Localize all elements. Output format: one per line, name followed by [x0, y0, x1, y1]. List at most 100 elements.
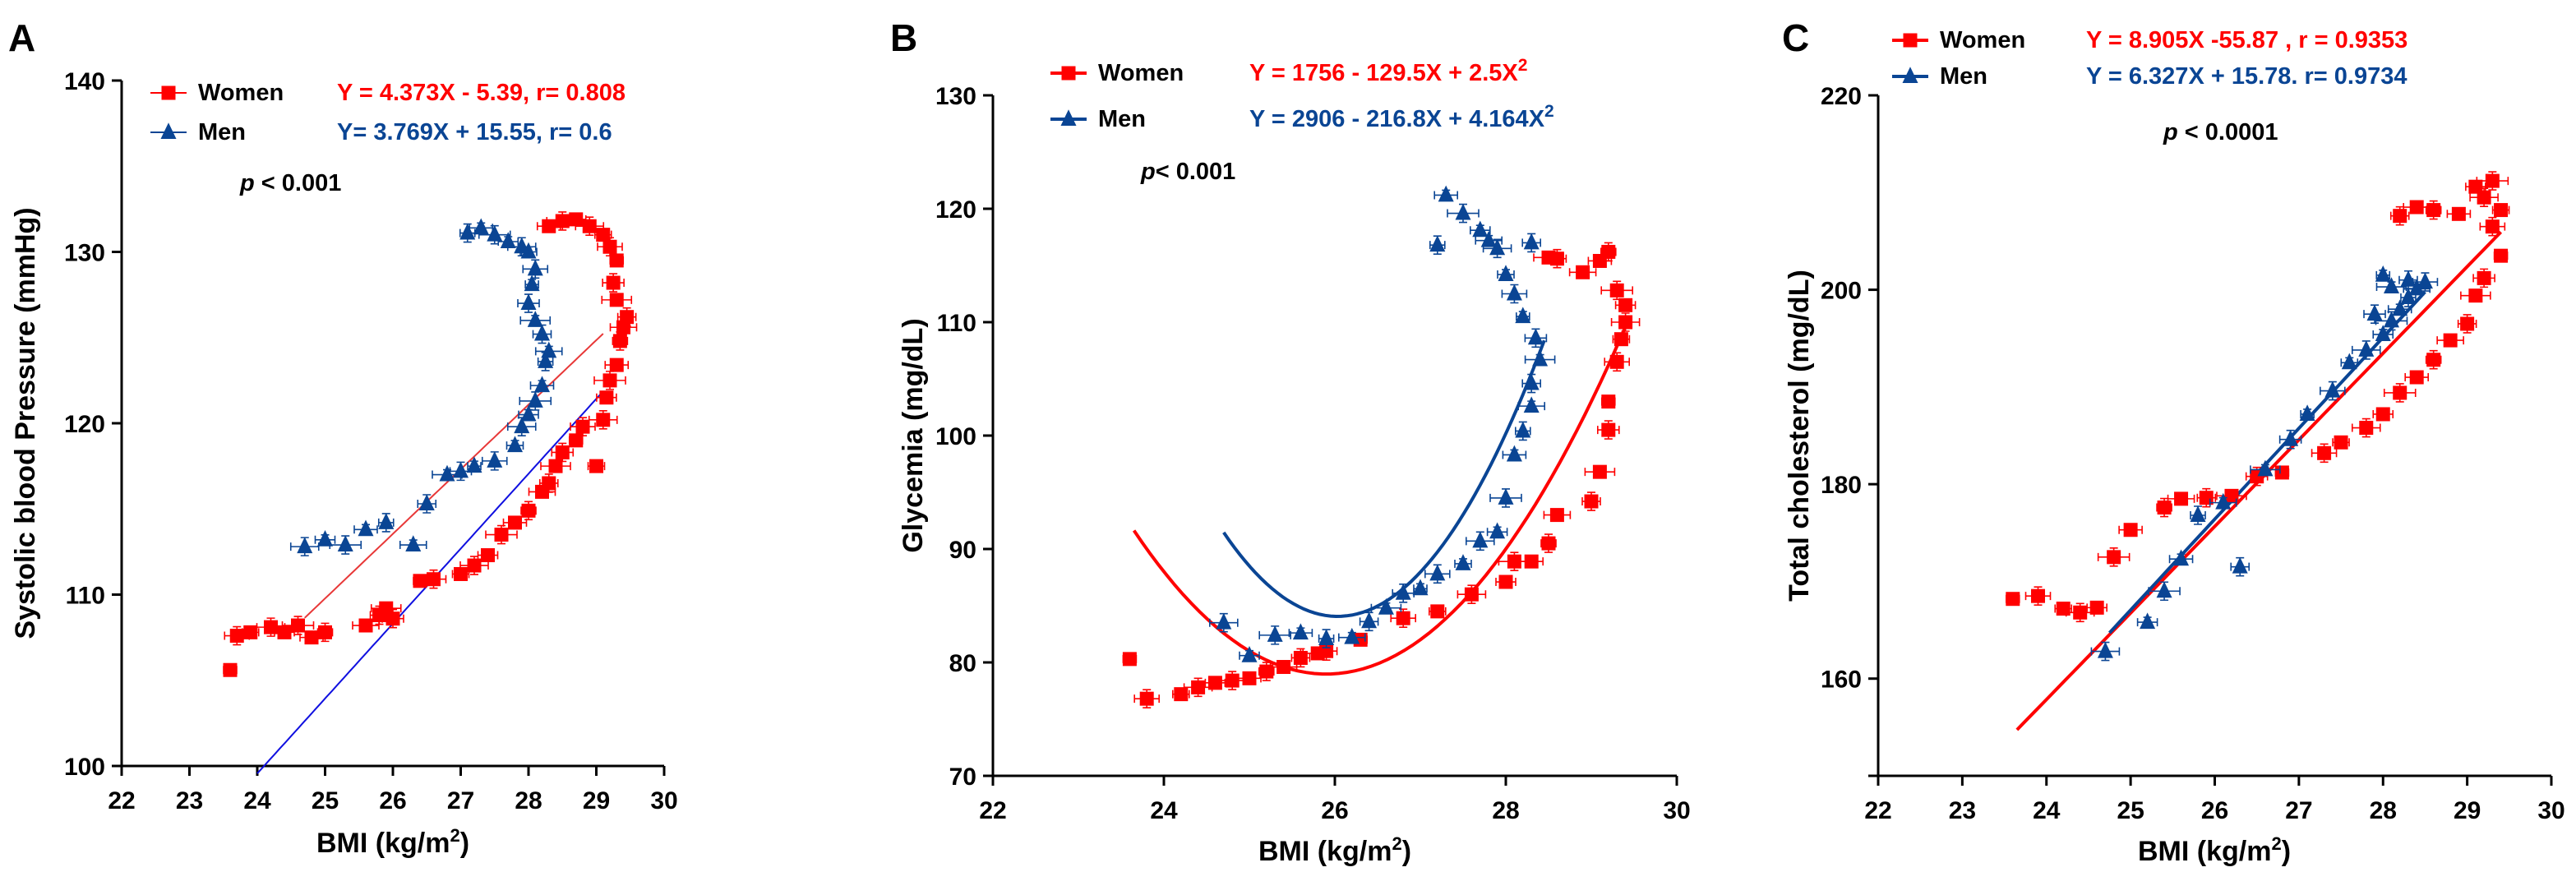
data-point-women [304, 630, 319, 645]
x-tick-label: 29 [583, 787, 610, 814]
data-point-women [1207, 676, 1222, 690]
data-point-men [1515, 307, 1531, 324]
data-point-men [2324, 381, 2341, 398]
y-tick-label: 180 [1821, 472, 1862, 499]
data-point-women [602, 239, 617, 254]
legend-equation: Y= 3.769X + 15.55, r= 0.6 [337, 119, 612, 145]
data-point-women [521, 503, 536, 518]
data-point-men [2190, 505, 2206, 522]
data-point-women [1498, 574, 1513, 589]
data-point-women [542, 476, 556, 491]
legend-equation: Y = 1756 - 129.5X + 2.5X2 [1249, 56, 1527, 86]
data-point-women [2375, 407, 2390, 422]
data-point-men [1438, 185, 1454, 202]
data-point-women [1618, 315, 1633, 330]
panel-letter: C [1782, 16, 1809, 59]
data-point-men [1455, 203, 1471, 220]
data-point-men [2232, 556, 2248, 574]
data-point-men [453, 461, 469, 478]
data-point-men [2375, 265, 2391, 282]
y-tick-label: 120 [935, 196, 976, 224]
data-point-women [599, 390, 614, 405]
data-point-men [520, 242, 537, 259]
data-point-men [1292, 623, 1309, 640]
x-tick-label: 25 [2117, 797, 2144, 824]
legend-label: Men [198, 119, 246, 145]
data-point-men [2257, 459, 2274, 477]
data-point-men [1527, 328, 1544, 345]
data-point-men [2156, 581, 2172, 598]
data-point-women [2451, 206, 2466, 221]
legend-label: Men [1098, 106, 1146, 132]
data-point-women [1225, 673, 1240, 688]
data-point-women [548, 459, 563, 473]
data-point-men [2400, 270, 2417, 287]
data-point-men [2215, 492, 2232, 510]
legend-label: Women [1098, 60, 1184, 86]
data-point-women [569, 433, 584, 448]
x-tick-label: 22 [108, 787, 135, 814]
y-tick-label: 220 [1821, 83, 1862, 110]
data-point-men [1480, 230, 1497, 247]
data-point-men [2417, 272, 2433, 289]
data-point-men [520, 293, 537, 311]
data-point-women [596, 413, 611, 427]
data-point-women [569, 212, 584, 227]
data-point-women [555, 445, 570, 459]
x-tick-label: 26 [379, 787, 406, 814]
x-tick-label: 26 [1321, 797, 1348, 824]
legend-marker-women [161, 85, 176, 100]
x-tick-label: 24 [243, 787, 271, 814]
data-point-women [413, 574, 427, 588]
x-tick-label: 28 [2370, 797, 2397, 824]
data-point-women [589, 459, 603, 473]
data-point-women [620, 310, 635, 325]
y-tick-label: 70 [949, 764, 976, 791]
data-point-men [2408, 279, 2425, 296]
data-point-women [2426, 353, 2441, 367]
data-point-women [1174, 687, 1189, 702]
data-point-women [508, 515, 522, 530]
data-point-men [2366, 304, 2383, 321]
y-tick-label: 130 [64, 240, 105, 267]
data-point-women [575, 419, 590, 434]
data-point-women [1396, 611, 1410, 625]
data-point-women [2468, 179, 2483, 194]
data-point-women [542, 219, 556, 233]
data-point-women [1191, 680, 1206, 694]
data-point-women [1122, 652, 1137, 667]
y-tick-label: 110 [66, 583, 105, 610]
fit-line-women [1132, 325, 1627, 676]
data-point-men [1498, 265, 1514, 282]
data-point-women [1541, 536, 1556, 551]
data-point-men [2299, 404, 2315, 421]
data-point-men [534, 376, 550, 393]
x-axis-title: BMI (kg/m2) [1258, 833, 1411, 867]
data-point-women [229, 629, 244, 644]
legend-equation: Y = 4.373X - 5.39, r= 0.808 [337, 80, 626, 106]
y-tick-label: 130 [935, 83, 976, 110]
panel-letter: A [8, 16, 35, 59]
data-point-men [2358, 340, 2375, 357]
x-tick-label: 22 [1864, 797, 1891, 824]
data-point-women [467, 558, 482, 573]
data-point-men [487, 451, 503, 468]
data-point-men [1344, 627, 1360, 644]
data-point-women [2393, 209, 2407, 224]
y-tick-label: 140 [64, 68, 105, 95]
data-point-women [2468, 288, 2483, 303]
data-point-women [606, 275, 621, 290]
data-point-women [2157, 501, 2172, 515]
data-point-men [520, 404, 537, 422]
legend-equation: Y = 6.327X + 15.78. r= 0.9734 [2086, 63, 2407, 90]
data-point-women [609, 293, 624, 307]
data-point-men [2400, 288, 2417, 305]
data-point-women [2031, 588, 2046, 603]
data-point-men [1395, 584, 1411, 600]
data-point-men [2140, 612, 2156, 630]
data-point-women [1430, 604, 1445, 619]
data-point-men [524, 274, 540, 292]
data-point-women [2107, 550, 2121, 565]
data-point-women [454, 566, 468, 581]
data-point-men [378, 513, 395, 529]
